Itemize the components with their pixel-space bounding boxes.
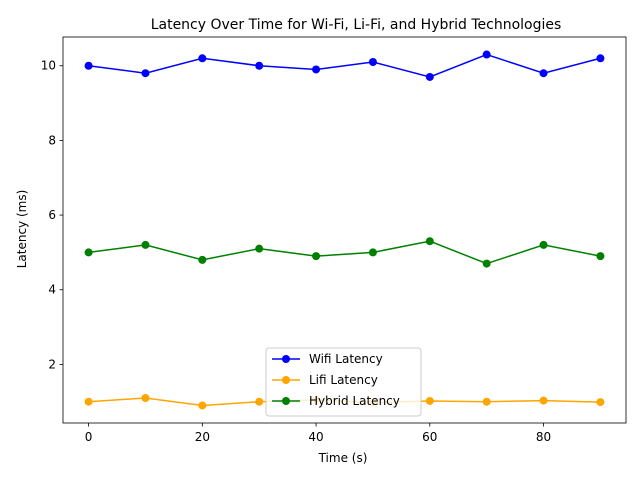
legend-marker	[282, 397, 290, 405]
legend-box	[265, 347, 422, 417]
data-point-wifi-latency	[198, 54, 207, 63]
legend: Wifi Latency Lifi Latency Hybrid Latency	[265, 347, 422, 417]
data-point-lifi-latency	[141, 393, 150, 402]
series-wifi-latency	[84, 50, 605, 81]
x-tick-label: 20	[195, 430, 210, 444]
data-point-hybrid-latency	[84, 248, 93, 257]
data-point-lifi-latency	[255, 397, 264, 406]
data-point-lifi-latency	[596, 398, 605, 407]
data-point-wifi-latency	[141, 69, 150, 78]
legend-marker	[282, 376, 290, 384]
legend-label: Lifi Latency	[309, 373, 378, 387]
data-point-hybrid-latency	[312, 252, 321, 261]
series-line-wifi-latency	[88, 53, 601, 78]
data-point-lifi-latency	[84, 397, 93, 406]
series-line-hybrid-latency	[88, 240, 601, 265]
chart-title: Latency Over Time for Wi-Fi, Li-Fi, and …	[151, 17, 562, 33]
series-hybrid-latency	[84, 237, 605, 268]
data-point-wifi-latency	[539, 69, 548, 78]
data-point-hybrid-latency	[198, 255, 207, 264]
y-tick-label: 2	[48, 357, 56, 371]
data-point-hybrid-latency	[425, 237, 434, 246]
data-point-wifi-latency	[84, 61, 93, 70]
data-point-hybrid-latency	[596, 252, 605, 261]
data-point-lifi-latency	[482, 397, 491, 406]
legend-label: Hybrid Latency	[309, 394, 400, 408]
data-point-hybrid-latency	[141, 240, 150, 249]
x-tick-label: 0	[85, 430, 93, 444]
data-point-wifi-latency	[482, 50, 491, 59]
data-point-wifi-latency	[596, 54, 605, 63]
data-point-hybrid-latency	[368, 248, 377, 257]
x-axis-label: Time (s)	[318, 451, 368, 465]
x-tick-label: 60	[422, 430, 437, 444]
legend-item-lifi-latency: Lifi Latency	[272, 373, 378, 387]
data-point-wifi-latency	[368, 58, 377, 67]
data-point-hybrid-latency	[539, 240, 548, 249]
plot-frame	[62, 36, 627, 424]
data-point-hybrid-latency	[255, 244, 264, 253]
legend-item-wifi-latency: Wifi Latency	[272, 352, 383, 366]
data-point-lifi-latency	[198, 401, 207, 410]
y-tick-label: 6	[48, 208, 56, 222]
legend-marker	[282, 355, 290, 363]
y-tick-label: 10	[41, 59, 56, 73]
data-point-wifi-latency	[425, 72, 434, 81]
data-point-wifi-latency	[255, 61, 264, 70]
y-tick-label: 8	[48, 133, 56, 147]
y-axis-label: Latency (ms)	[15, 190, 29, 269]
data-point-hybrid-latency	[482, 259, 491, 268]
x-tick-label: 80	[536, 430, 551, 444]
data-point-lifi-latency	[425, 396, 434, 405]
data-point-wifi-latency	[312, 65, 321, 74]
legend-item-hybrid-latency: Hybrid Latency	[272, 394, 400, 408]
x-tick-label: 40	[308, 430, 323, 444]
data-point-lifi-latency	[539, 396, 548, 405]
y-tick-label: 4	[48, 283, 56, 297]
legend-label: Wifi Latency	[309, 352, 383, 366]
